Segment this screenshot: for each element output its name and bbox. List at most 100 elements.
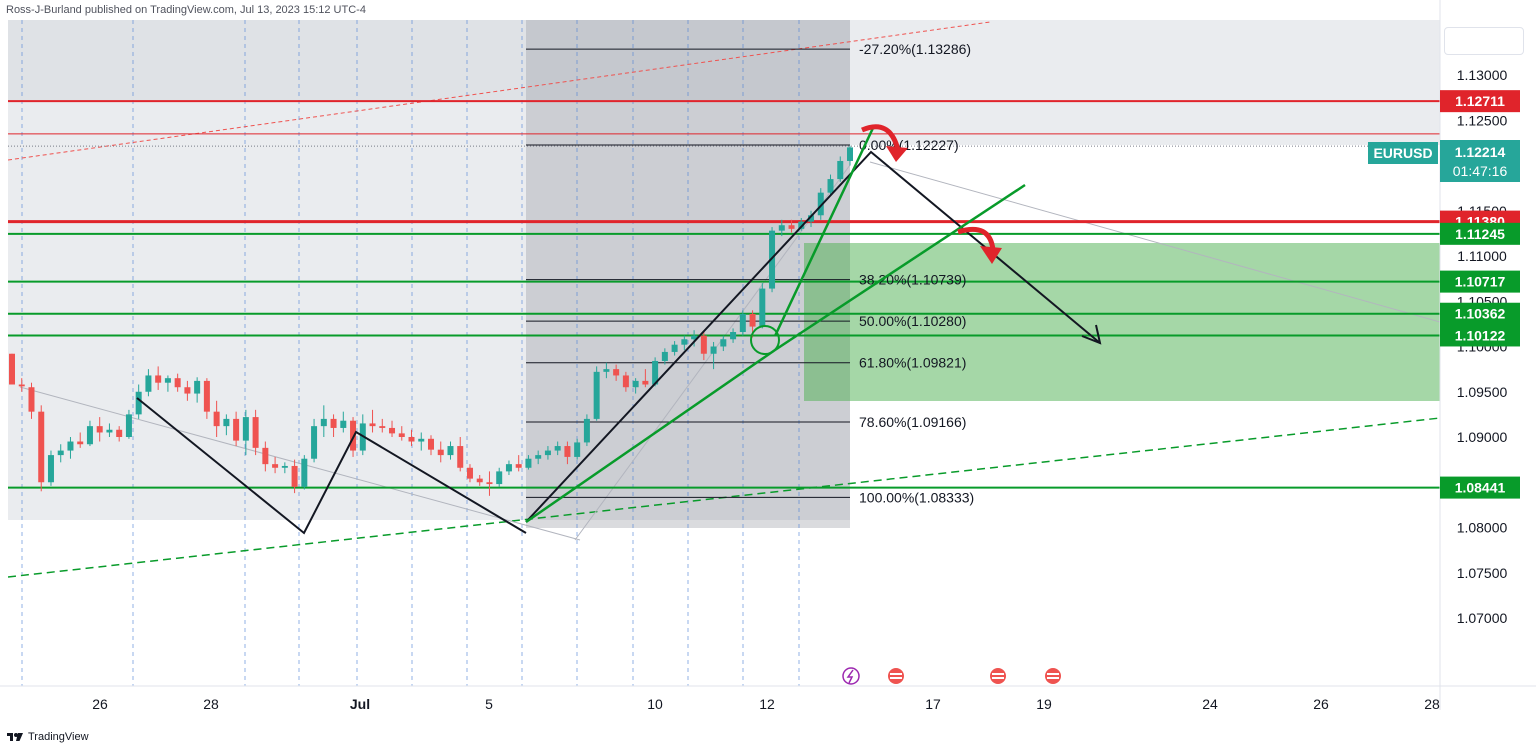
flash-event-icon [842, 667, 860, 685]
candle [116, 426, 123, 442]
candle [476, 475, 483, 486]
symbol-label: EURUSD [1373, 145, 1432, 161]
time-tick-label: 19 [1036, 696, 1052, 712]
fib-levels-layer: -27.20%(1.13286)0.00%(1.12227)38.20%(1.1… [526, 41, 974, 505]
candle [428, 435, 434, 456]
candle [57, 444, 64, 463]
candle [652, 357, 659, 387]
red-turn-arrow-1 [861, 124, 901, 151]
tradingview-brand[interactable]: TradingView [6, 731, 89, 743]
price-tick-label: 1.09500 [1457, 384, 1508, 400]
candle [38, 405, 45, 492]
event-icons-layer[interactable] [842, 667, 1061, 685]
level-badge [1440, 324, 1520, 347]
last-price-label: 1.12214 [1455, 144, 1506, 160]
fib-label: 100.00%(1.08333) [859, 489, 974, 505]
level-badge [1440, 90, 1520, 113]
candle [739, 310, 746, 336]
time-axis[interactable]: 26 28 Jul 5 10 12 17 19 24 26 28 [92, 696, 1440, 712]
candles-layer [9, 145, 853, 496]
chart-settings-button[interactable] [1444, 27, 1524, 55]
red-turn-arrowhead-2 [980, 246, 1002, 264]
candle [398, 426, 405, 441]
candle [164, 375, 171, 392]
annotations-layer [136, 124, 1102, 535]
candle [583, 414, 590, 447]
candle [544, 446, 551, 460]
candle [203, 378, 210, 419]
candle [242, 409, 249, 456]
level-badge [1440, 302, 1520, 325]
candle [671, 341, 678, 356]
candle [700, 332, 707, 361]
brand-text: TradingView [28, 731, 89, 743]
candle [564, 441, 571, 465]
gray-thin-trend-3 [869, 161, 1440, 323]
zigzag-black-1 [136, 397, 527, 535]
candle [408, 429, 415, 447]
time-tick-label: 12 [759, 696, 775, 712]
level-badge-label: 1.10362 [1455, 306, 1506, 322]
candle [184, 380, 191, 401]
price-tick-label: 1.07000 [1457, 610, 1508, 626]
candle [18, 378, 25, 392]
candle [369, 409, 376, 433]
candle [457, 437, 464, 472]
candle [340, 411, 347, 433]
candle [642, 369, 649, 388]
candle [301, 455, 308, 490]
candle [437, 441, 444, 463]
zigzag-black-2 [525, 150, 1101, 523]
price-tick-label: 1.11000 [1457, 248, 1507, 264]
candle [808, 210, 815, 228]
candle [155, 366, 162, 390]
countdown-label: 01:47:16 [1453, 163, 1508, 179]
candle [788, 219, 795, 233]
candle [28, 382, 35, 419]
candle [661, 348, 668, 365]
red-turn-arrowhead-1 [886, 146, 908, 162]
candle [496, 467, 503, 487]
green-channel-2 [774, 183, 1026, 352]
candle [418, 432, 425, 451]
candle [613, 364, 620, 381]
candle [769, 227, 776, 293]
candle [622, 371, 629, 392]
candle [213, 400, 220, 437]
time-tick-label: 10 [647, 696, 663, 712]
fib-label: 61.80%(1.09821) [859, 355, 966, 371]
candle [291, 459, 298, 494]
candle [223, 414, 230, 436]
fib-label: -27.20%(1.13286) [859, 41, 971, 57]
green-circle-marker [750, 325, 780, 355]
horizontal-levels-layer [8, 100, 1440, 489]
candle [281, 462, 288, 474]
time-tick-label: 26 [92, 696, 108, 712]
candle [330, 414, 337, 437]
candle [593, 366, 600, 421]
candle [632, 378, 639, 394]
gray-thin-trend [19, 386, 581, 541]
candle [9, 353, 15, 385]
candle [320, 405, 327, 437]
candle [603, 362, 610, 379]
candle [837, 156, 844, 182]
candle [515, 455, 522, 472]
candle [466, 464, 473, 483]
candle [554, 441, 561, 456]
level-badge [1440, 270, 1520, 293]
time-tick-label: 26 [1313, 696, 1329, 712]
candle [194, 377, 201, 403]
green-channel-3 [773, 127, 875, 337]
candle [778, 219, 785, 237]
tradingview-logo-icon [7, 733, 23, 741]
candle [125, 409, 132, 439]
zones-layer [8, 20, 1440, 528]
red-dashed-trend [8, 21, 991, 161]
candle [106, 423, 113, 437]
price-badges: 1.127111.113801.112451.107171.103621.101… [1440, 90, 1520, 499]
red-turn-arrow-2 [957, 226, 996, 251]
level-badge-label: 1.10717 [1455, 274, 1506, 290]
level-badge-label: 1.10122 [1455, 327, 1506, 343]
